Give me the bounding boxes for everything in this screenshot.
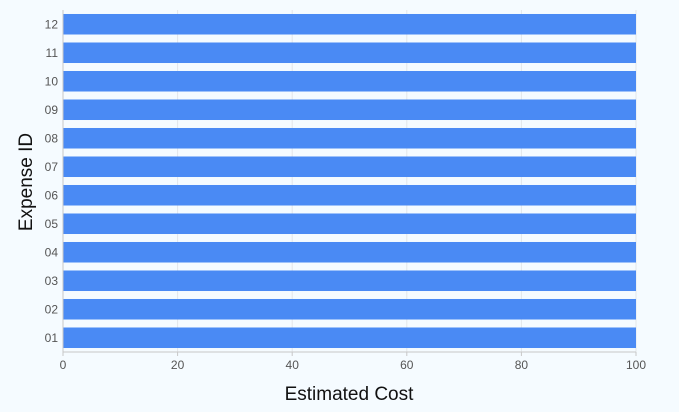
bar-09	[63, 99, 636, 121]
y-axis-title: Expense ID	[16, 133, 37, 231]
y-tick-label: 07	[45, 160, 59, 174]
x-axis-title: Estimated Cost	[285, 384, 415, 405]
y-tick-label: 05	[45, 217, 59, 231]
bar-12	[63, 13, 636, 35]
bar-05	[63, 213, 636, 235]
y-tick-label: 03	[45, 274, 59, 288]
y-tick-label: 06	[45, 188, 59, 202]
bar-11	[63, 42, 636, 64]
x-tick-label: 100	[626, 358, 646, 372]
x-tick-label: 40	[286, 358, 300, 372]
y-tick-labels: 01 02 03 04 05 06 07 08 09 10 11 12	[45, 17, 59, 345]
y-tick-label: 11	[46, 46, 59, 60]
y-tick-label: 09	[45, 103, 59, 117]
bar-01	[63, 327, 636, 349]
x-tick-label: 60	[400, 358, 414, 372]
bar-10	[63, 70, 636, 92]
y-tick-label: 04	[45, 245, 59, 259]
bar-06	[63, 184, 636, 206]
bar-08	[63, 127, 636, 149]
x-tick-label: 80	[515, 358, 529, 372]
y-tick-label: 08	[45, 131, 59, 145]
y-tick-label: 10	[45, 74, 59, 88]
x-tick-labels: 0 20 40 60 80 100	[60, 358, 647, 372]
x-tick-label: 20	[171, 358, 185, 372]
x-tick-label: 0	[60, 358, 67, 372]
bar-07	[63, 156, 636, 178]
axes	[62, 10, 637, 356]
bars	[63, 13, 636, 349]
bar-04	[63, 241, 636, 263]
bar-03	[63, 270, 636, 292]
bar-02	[63, 298, 636, 320]
y-tick-label: 02	[45, 302, 59, 316]
y-tick-label: 01	[45, 331, 59, 345]
y-tick-label: 12	[45, 17, 59, 31]
grid-lines	[177, 10, 637, 352]
